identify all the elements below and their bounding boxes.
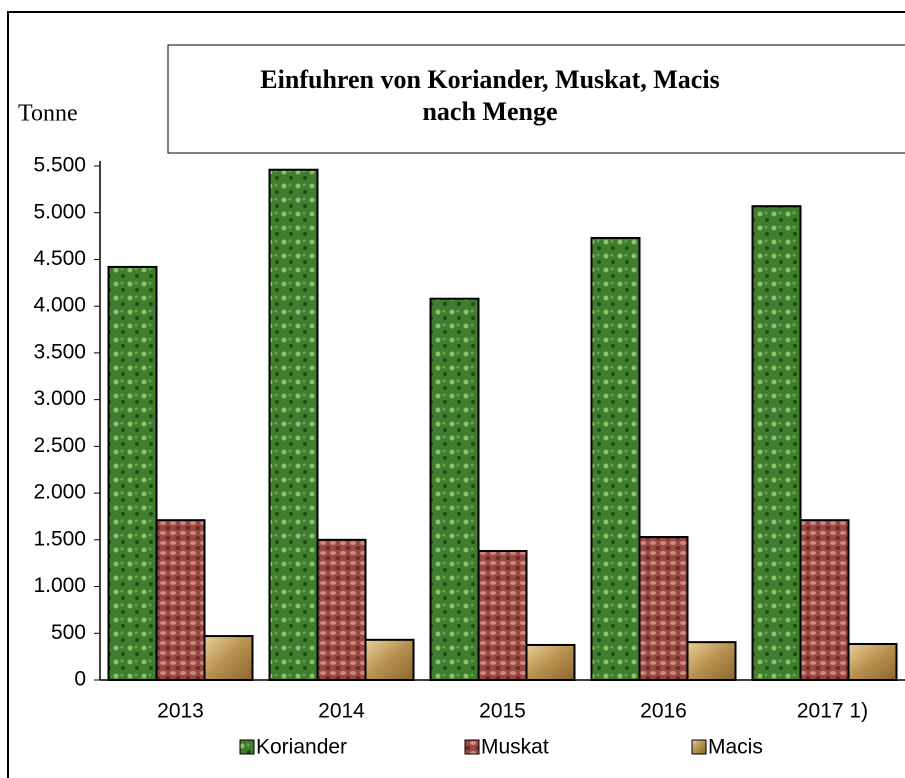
bar [847, 643, 898, 682]
x-tick-label: 2013 [157, 700, 204, 723]
x-tick-label: 2014 [318, 700, 365, 723]
x-tick-label: 2016 [640, 700, 687, 723]
y-tick-label: 3.500 [33, 340, 86, 363]
x-tick-label: 2015 [479, 700, 526, 723]
y-tick-label: 3.000 [33, 387, 86, 410]
bar [638, 536, 689, 681]
bar [525, 643, 576, 681]
y-tick-label: 5.000 [33, 200, 86, 223]
legend-label: Koriander [256, 736, 347, 759]
bar [364, 638, 415, 682]
y-tick-label: 500 [51, 621, 86, 644]
y-tick-label: 4.000 [33, 294, 86, 317]
bar [155, 519, 206, 682]
legend-label: Muskat [481, 736, 549, 759]
y-tick-label: 5.500 [33, 154, 86, 177]
legend-label: Macis [708, 736, 763, 759]
bar [751, 205, 802, 681]
bar [477, 550, 528, 681]
y-tick-label: 2.000 [33, 481, 86, 504]
x-tick-label: 2017 1) [797, 700, 868, 723]
title-box [167, 44, 905, 154]
y-tick-label: 1.000 [33, 574, 86, 597]
y-axis-label: Tonne [18, 101, 78, 127]
bar [590, 236, 641, 682]
bar [429, 297, 480, 681]
bar [316, 538, 367, 681]
chart-title: Einfuhren von Koriander, Muskat, Macis na… [260, 65, 719, 126]
bar [686, 641, 737, 681]
y-tick-label: 2.500 [33, 434, 86, 457]
legend-swatch [239, 739, 255, 755]
bar [107, 265, 158, 681]
legend-swatch [464, 739, 480, 755]
bar [799, 519, 850, 682]
legend-swatch [691, 739, 707, 755]
y-tick-label: 4.500 [33, 247, 86, 270]
bar [203, 635, 254, 681]
frame [7, 11, 905, 778]
y-tick-label: 1.500 [33, 527, 86, 550]
bar [268, 168, 319, 681]
y-tick-label: 0 [74, 668, 86, 691]
